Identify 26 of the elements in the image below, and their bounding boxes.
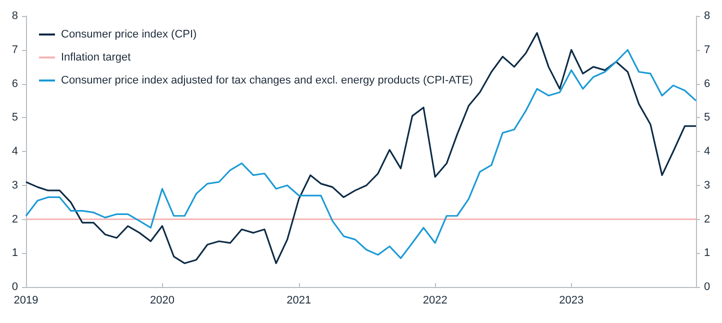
y-tick-label: 0: [12, 281, 18, 293]
legend-label: Inflation target: [61, 52, 131, 64]
y2-tick-label: 4: [704, 146, 710, 158]
y-tick-label: 3: [12, 179, 18, 192]
y2-tick-label: 1: [704, 247, 710, 260]
x-tick-label: 2023: [559, 294, 584, 306]
legend-label: Consumer price index adjusted for tax changes and excl. energy products (CPI-ATE): [61, 74, 473, 86]
x-tick-label: 2022: [422, 294, 448, 306]
y2-tick-label: 0: [704, 281, 710, 293]
y2-tick-label: 6: [704, 78, 710, 90]
legend-label: Consumer price index (CPI): [61, 28, 197, 40]
y-tick-label: 4: [12, 146, 18, 158]
y-tick-label: 5: [12, 112, 18, 124]
y-tick-label: 2: [12, 213, 18, 226]
y-tick-label: 8: [12, 10, 18, 22]
y2-tick-label: 7: [704, 44, 710, 56]
x-tick-label: 2019: [14, 294, 38, 306]
y2-tick-label: 5: [704, 112, 710, 124]
y-tick-label: 1: [12, 247, 18, 260]
y-tick-label: 7: [12, 44, 18, 56]
y2-tick-label: 8: [704, 10, 710, 22]
y2-tick-label: 2: [704, 213, 710, 226]
y-tick-label: 6: [12, 78, 18, 90]
x-tick-label: 2020: [150, 294, 174, 306]
y2-tick-label: 3: [704, 179, 710, 192]
x-tick-label: 2021: [286, 294, 312, 306]
